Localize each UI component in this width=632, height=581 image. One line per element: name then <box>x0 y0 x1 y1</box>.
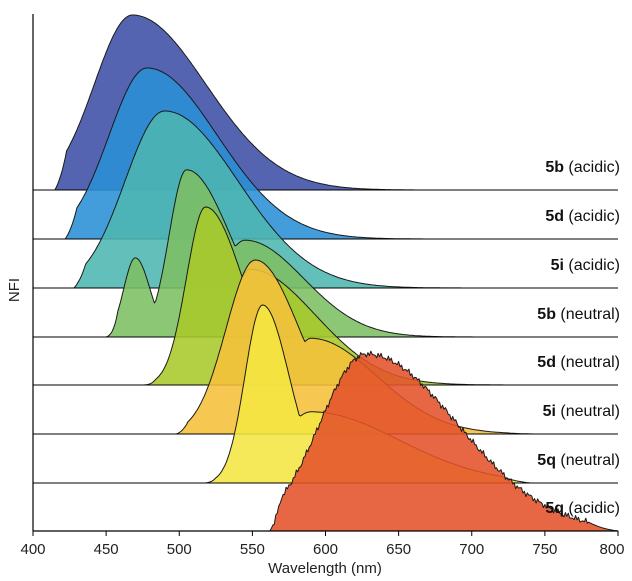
series-layer <box>33 14 619 532</box>
series-label-id: 5q <box>537 452 556 469</box>
x-tick-label: 550 <box>240 541 265 558</box>
y-axis-title: NFI <box>6 278 23 302</box>
x-tick-label: 650 <box>386 541 411 558</box>
series-label-condition: (acidic) <box>564 208 620 225</box>
series-label-id: 5q <box>545 500 564 517</box>
x-axis-title: Wavelength (nm) <box>268 560 382 577</box>
x-tick-label: 800 <box>599 541 624 558</box>
series-label: 5b (acidic) <box>545 159 620 176</box>
series-label: 5q (neutral) <box>537 452 620 469</box>
series-label-condition: (neutral) <box>556 354 620 371</box>
series-label-id: 5d <box>537 354 556 371</box>
x-tick-label: 450 <box>94 541 119 558</box>
x-tick-label: 500 <box>167 541 192 558</box>
series-label: 5q (acidic) <box>545 500 620 517</box>
series-label-condition: (acidic) <box>564 257 620 274</box>
x-tick-label: 700 <box>459 541 484 558</box>
series-label-condition: (neutral) <box>556 306 620 323</box>
series-label: 5i (neutral) <box>543 403 620 420</box>
series-label: 5d (neutral) <box>537 354 620 371</box>
x-tick-label: 400 <box>20 541 45 558</box>
series-label: 5b (neutral) <box>537 306 620 323</box>
series-label-condition: (acidic) <box>564 159 620 176</box>
series-label-id: 5i <box>543 403 556 420</box>
label-layer: 5b (acidic)5d (acidic)5i (acidic)5b (neu… <box>537 159 620 517</box>
series-label: 5i (acidic) <box>551 257 620 274</box>
spectrum-5q-acidic <box>269 350 619 532</box>
series-label-condition: (neutral) <box>556 452 620 469</box>
series-label-condition: (acidic) <box>564 500 620 517</box>
series-label-id: 5b <box>545 159 564 176</box>
series-label-id: 5b <box>537 306 556 323</box>
x-tick-label: 600 <box>313 541 338 558</box>
x-tick-label: 750 <box>532 541 557 558</box>
series-label: 5d (acidic) <box>545 208 620 225</box>
series-label-id: 5d <box>545 208 564 225</box>
tick-layer: 400 450 500 550 600 650 700 750 800 <box>20 531 625 558</box>
series-label-condition: (neutral) <box>556 403 620 420</box>
series-label-id: 5i <box>551 257 564 274</box>
